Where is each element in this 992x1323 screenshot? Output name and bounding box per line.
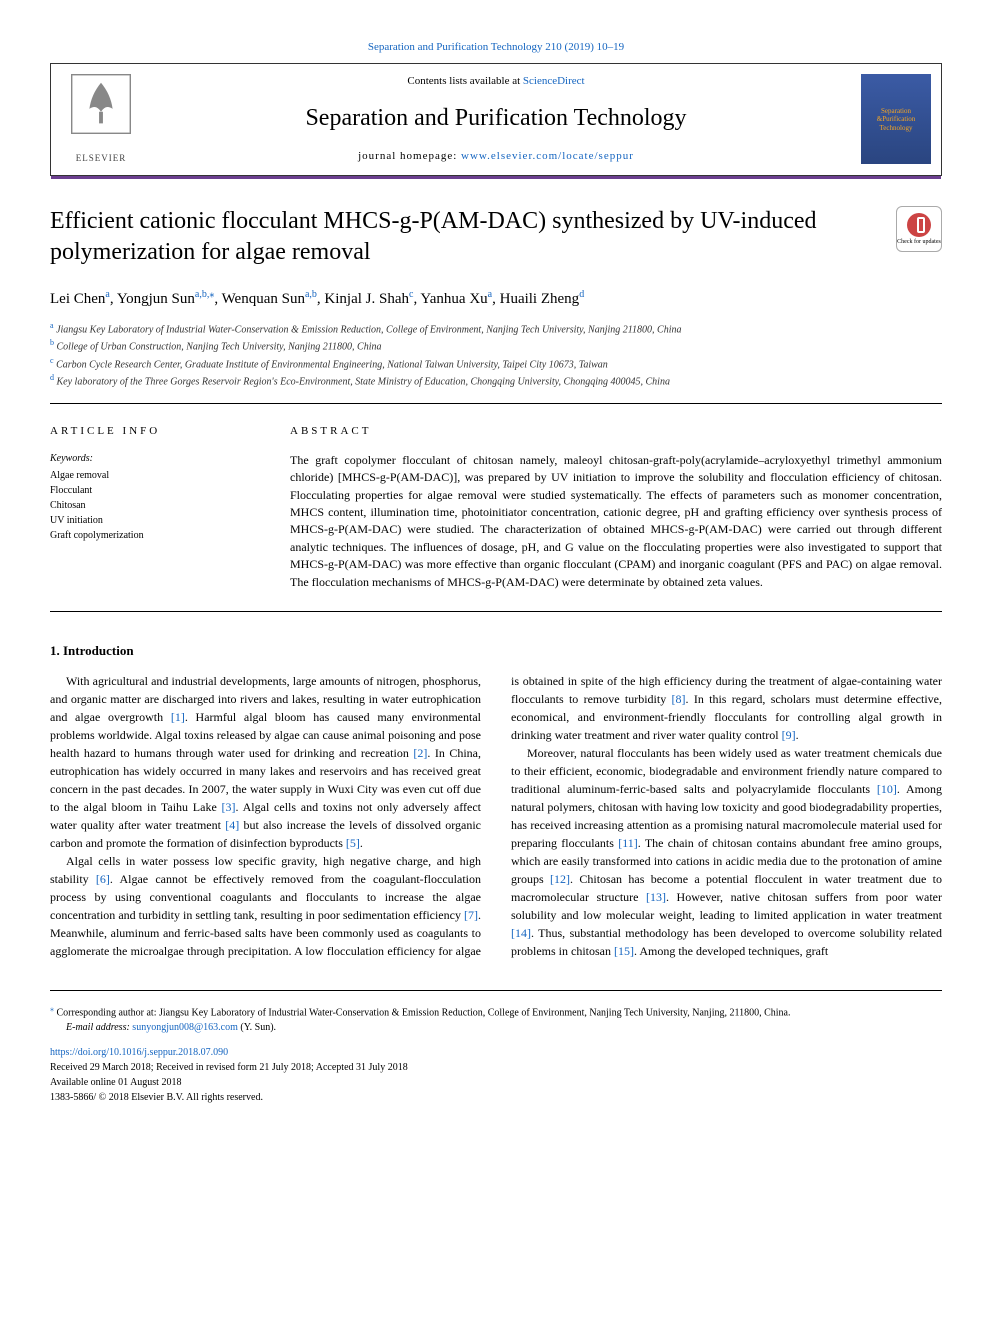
homepage-line: journal homepage: www.elsevier.com/locat… (51, 149, 941, 164)
history-text: Received 29 March 2018; Received in revi… (50, 1060, 942, 1075)
article-info-column: ARTICLE INFO Keywords: Algae removalFloc… (50, 424, 250, 591)
introduction-section: 1. Introduction With agricultural and in… (50, 642, 942, 960)
homepage-prefix: journal homepage: (358, 150, 461, 162)
affiliations: a Jiangsu Key Laboratory of Industrial W… (50, 320, 942, 404)
aff-text: College of Urban Construction, Nanjing T… (57, 342, 382, 353)
ref-15[interactable]: [15] (614, 944, 634, 958)
online-text: Available online 01 August 2018 (50, 1075, 942, 1090)
ref-14[interactable]: [14] (511, 926, 531, 940)
cover-line2: &Purification (877, 115, 916, 123)
abstract-text: The graft copolymer flocculant of chitos… (290, 452, 942, 591)
ref-9[interactable]: [9] (782, 728, 796, 742)
abstract-heading: ABSTRACT (290, 424, 942, 439)
author-sup[interactable]: a (488, 289, 492, 300)
author: Wenquan Sun (222, 291, 305, 307)
ref-1[interactable]: [1] (171, 710, 185, 724)
journal-cover-thumbnail[interactable]: Separation &Purification Technology (861, 74, 931, 164)
ref-8[interactable]: [8] (672, 692, 686, 706)
aff-sup: d (50, 373, 54, 382)
author: Huaili Zheng (500, 291, 580, 307)
article-title: Efficient cationic flocculant MHCS-g-P(A… (50, 206, 876, 268)
email-label: E-mail address: (66, 1022, 132, 1033)
ref-5[interactable]: [5] (346, 836, 360, 850)
article-info-heading: ARTICLE INFO (50, 424, 250, 439)
author: Yanhua Xu (420, 291, 487, 307)
elsevier-logo[interactable]: ELSEVIER (61, 74, 141, 164)
ref-12[interactable]: [12] (550, 872, 570, 886)
keyword: Chitosan (50, 498, 250, 513)
ref-2[interactable]: [2] (413, 746, 427, 760)
ref-7[interactable]: [7] (464, 908, 478, 922)
intro-body: With agricultural and industrial develop… (50, 672, 942, 960)
keyword: Flocculant (50, 483, 250, 498)
top-citation: Separation and Purification Technology 2… (50, 40, 942, 55)
cover-line3: Technology (880, 124, 913, 132)
top-citation-link[interactable]: Separation and Purification Technology 2… (368, 41, 624, 53)
contents-prefix: Contents lists available at (407, 75, 522, 87)
elsevier-label: ELSEVIER (76, 152, 127, 165)
email-link[interactable]: sunyongjun008@163.com (132, 1022, 238, 1033)
intro-p3g: . Among the developed techniques, graft (634, 944, 828, 958)
intro-p2b: . Algae cannot be effectively removed fr… (50, 872, 481, 922)
bookmark-icon (907, 213, 931, 237)
keyword: Graft copolymerization (50, 528, 250, 543)
aff-text: Key laboratory of the Three Gorges Reser… (57, 376, 670, 387)
keyword: Algae removal (50, 468, 250, 483)
keywords-list: Algae removalFlocculantChitosanUV initia… (50, 468, 250, 543)
ref-13[interactable]: [13] (646, 890, 666, 904)
cover-line1: Separation (881, 107, 911, 115)
author-sup[interactable]: d (579, 289, 584, 300)
ref-11[interactable]: [11] (618, 836, 638, 850)
corr-text: Corresponding author at: Jiangsu Key Lab… (54, 1007, 791, 1018)
author-sup[interactable]: a,b,⁎ (195, 289, 214, 300)
aff-sup: a (50, 321, 54, 330)
authors-list: Lei Chena, Yongjun Suna,b,⁎, Wenquan Sun… (50, 288, 942, 310)
author: Yongjun Sun (117, 291, 195, 307)
updates-badge-text: Check for updates (897, 239, 941, 245)
email-suffix: (Y. Sun). (238, 1022, 276, 1033)
author: Kinjal J. Shah (324, 291, 409, 307)
keyword: UV initiation (50, 513, 250, 528)
author-sup[interactable]: a,b (305, 289, 317, 300)
ref-4[interactable]: [4] (225, 818, 239, 832)
elsevier-tree-icon (71, 74, 131, 134)
author: Lei Chen (50, 291, 105, 307)
check-updates-badge[interactable]: Check for updates (896, 206, 942, 252)
ref-10[interactable]: [10] (877, 782, 897, 796)
author-sup[interactable]: a (105, 289, 109, 300)
aff-text: Carbon Cycle Research Center, Graduate I… (56, 359, 608, 370)
keywords-label: Keywords: (50, 452, 250, 466)
aff-sup: c (50, 356, 54, 365)
ref-6[interactable]: [6] (96, 872, 110, 886)
doi-link[interactable]: https://doi.org/10.1016/j.seppur.2018.07… (50, 1045, 942, 1060)
contents-line: Contents lists available at ScienceDirec… (51, 74, 941, 89)
homepage-link[interactable]: www.elsevier.com/locate/seppur (461, 150, 634, 162)
intro-p1f: . (360, 836, 363, 850)
journal-name: Separation and Purification Technology (51, 102, 941, 136)
aff-text: Jiangsu Key Laboratory of Industrial Wat… (56, 324, 681, 335)
author-sup[interactable]: c (409, 289, 413, 300)
aff-sup: b (50, 338, 54, 347)
journal-header: ELSEVIER Separation &Purification Techno… (50, 63, 942, 175)
intro-heading: 1. Introduction (50, 642, 942, 660)
page-footer: ⁎ Corresponding author at: Jiangsu Key L… (50, 990, 942, 1105)
abstract-column: ABSTRACT The graft copolymer flocculant … (290, 424, 942, 591)
intro-p2e: . (796, 728, 799, 742)
sciencedirect-link[interactable]: ScienceDirect (523, 75, 585, 87)
copyright-text: 1383-5866/ © 2018 Elsevier B.V. All righ… (50, 1090, 942, 1105)
ref-3[interactable]: [3] (222, 800, 236, 814)
